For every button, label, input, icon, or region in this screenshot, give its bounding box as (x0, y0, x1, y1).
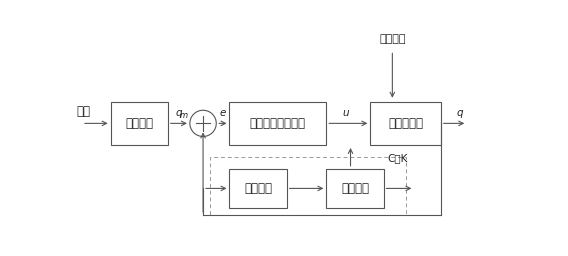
Text: 输入: 输入 (76, 105, 90, 119)
Text: e: e (220, 108, 226, 118)
Text: q: q (457, 108, 463, 118)
Text: 悬臂梁模型: 悬臂梁模型 (388, 117, 423, 130)
Text: u: u (343, 108, 349, 118)
Text: 自适应律: 自适应律 (244, 182, 272, 195)
Bar (326, 169, 383, 208)
Text: m: m (180, 111, 189, 120)
Bar (210, 157, 406, 215)
Text: C、K: C、K (387, 153, 407, 163)
Text: q: q (176, 108, 182, 118)
Bar (229, 169, 287, 208)
Text: 外界干扰: 外界干扰 (379, 34, 406, 44)
Bar (229, 102, 326, 145)
Text: 鲁棒自适应控制器: 鲁棒自适应控制器 (250, 117, 306, 130)
Text: 参考模型: 参考模型 (125, 117, 153, 130)
Bar (370, 102, 441, 145)
Ellipse shape (190, 110, 216, 136)
Text: 参数估计: 参数估计 (341, 182, 369, 195)
Bar (111, 102, 168, 145)
